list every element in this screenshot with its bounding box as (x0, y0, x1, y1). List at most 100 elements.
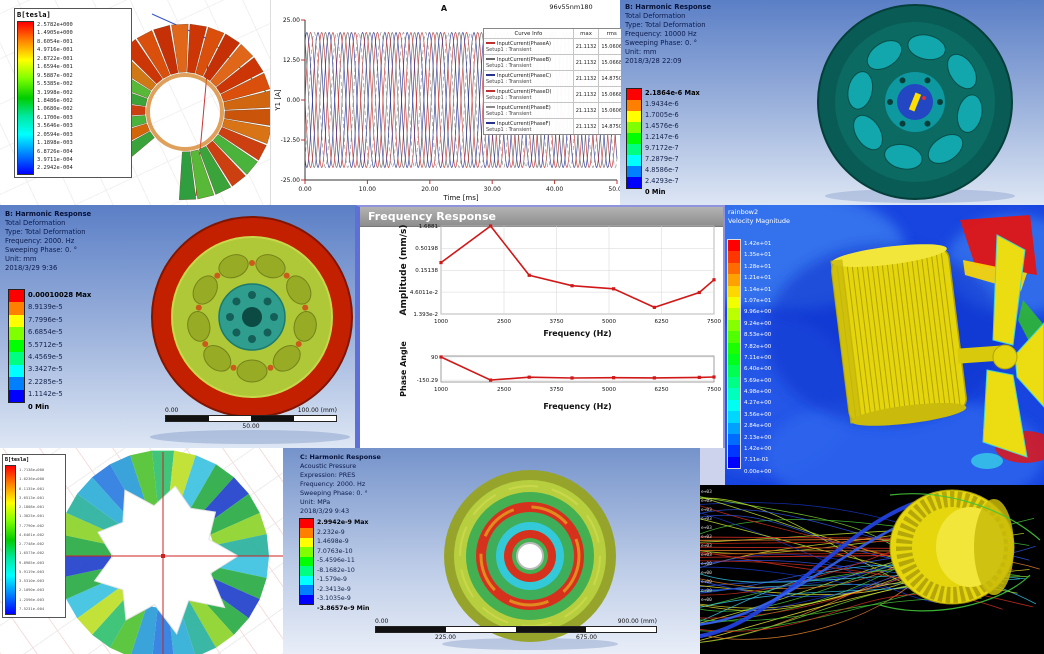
x-tick-label: 5000 (602, 319, 616, 325)
curve-swatch (486, 42, 495, 44)
ruler-bar (375, 626, 657, 633)
graphic-shape (223, 90, 270, 110)
clipped-legend-value: e+03 (701, 544, 712, 549)
x-tick-label: 50.00 (608, 186, 621, 193)
legend-value: 1.6594e-001 (37, 64, 73, 71)
graphic-shape (187, 23, 207, 74)
graphic-shape (57, 556, 113, 578)
analysis-header: C: Harmonic Response Acoustic Pressure Exp… (300, 453, 381, 516)
graphic-shape (304, 31, 618, 169)
curve-row: InputCurrent(PhaseF) Setup1 : Transient 21… (484, 118, 621, 134)
graphic-shape (488, 378, 493, 382)
deformation-legend: 2.1864e-6 Max 1.9434e-6 1.7005e-6 1.4576e-6… (626, 88, 700, 198)
ruler-label: 225.00 (435, 634, 456, 641)
maxwell-field-panel-bottom: B[tesla] 1.7138e+000 1.0236e+000 6.1135e-0… (0, 448, 283, 654)
legend-value: 3.3427e-5 (28, 365, 63, 374)
graphic-shape (697, 290, 701, 295)
legend-value: 1.07e+01 (744, 297, 772, 304)
graphic-shape (853, 114, 883, 151)
clipped-legend-value: e+00 (701, 598, 712, 603)
legend-value: 1.0680e-002 (37, 106, 73, 113)
graphic-shape (130, 450, 158, 507)
colorbar-band (9, 389, 24, 402)
graphic-shape (947, 53, 977, 90)
clipped-legend-value: e+03 (701, 499, 712, 504)
legend-values: 0.00010028 Max 8.9139e-5 7.7996e-5 6.6854e-… (28, 289, 91, 413)
graphic-shape (192, 275, 218, 305)
graphic-shape (189, 594, 234, 648)
graphic-shape (214, 272, 221, 279)
y-tick-label: 0.15138 (415, 268, 438, 274)
banded-colorbar (299, 518, 314, 605)
banded-colorbar (8, 289, 25, 403)
clipped-legend-value: e+03 (701, 526, 712, 531)
graphic-shape (248, 291, 256, 299)
x-tick-label: 7500 (707, 319, 721, 325)
graphic-shape: Curve Info max rms (484, 29, 621, 38)
legend-value: 2.9942e-9 Max (317, 519, 369, 526)
legend-title-line: Velocity Magnitude (728, 216, 791, 225)
legend-value: 4.8586e-7 (645, 166, 679, 174)
legend-value: 8.9139e-5 (28, 303, 63, 312)
graphic-shape (295, 341, 302, 347)
graphic-shape (66, 493, 121, 535)
graphic-shape (304, 31, 618, 169)
graphic-shape (866, 260, 887, 416)
graphic-shape (224, 108, 270, 126)
colorbar-band (300, 585, 313, 595)
rainbow-colorbar (17, 21, 34, 175)
legend-value: 1.42e+00 (744, 446, 772, 453)
graphic-shape (516, 542, 544, 570)
graphic-shape (236, 359, 268, 383)
legend-value: 1.35e+01 (744, 252, 772, 259)
ruler-label: 100.00 (mm) (297, 407, 337, 414)
y-tick-label: -12.50 (281, 137, 301, 144)
legend-value: 3.1998e-002 (37, 89, 73, 96)
graphic-shape: InputCurrent(PhaseC) Setup1 : Transient (484, 71, 574, 86)
clipped-legend-value: e+00 (701, 589, 712, 594)
x-tick-label: 10.00 (359, 186, 376, 193)
graphic-shape (136, 30, 171, 79)
graphic-shape (293, 310, 317, 342)
graphic-shape (982, 369, 1028, 458)
colorbar-band (300, 519, 313, 529)
legend-value: 9.5887e-002 (37, 72, 73, 79)
ruler-top-labels: 0.00 900.00 (mm) (375, 618, 657, 625)
graphic-shape (712, 375, 716, 379)
graphic-shape (652, 376, 656, 380)
header-line: Acoustic Pressure (300, 462, 357, 470)
graphic-shape (956, 94, 983, 133)
graphic-shape (210, 512, 267, 546)
graphic-shape (876, 259, 897, 415)
clipped-legend-value: e+00 (701, 580, 712, 585)
graphic-shape (179, 601, 216, 654)
window-titlebar[interactable]: Frequency Response (360, 207, 723, 227)
legend-value: -5.4596e-11 (317, 557, 355, 564)
transient-current-chart-panel: 25.00 12.50 0.00 -12.50 -25.00 0.00 10.00 20.00… (270, 0, 621, 205)
curve-max: 21.1132 (574, 39, 600, 54)
graphic-shape (440, 356, 715, 381)
colorbar-band (728, 445, 740, 457)
graphic-shape (57, 534, 113, 556)
header-line: Frequency: 10000 Hz (625, 30, 697, 38)
graphic-shape (488, 224, 493, 228)
graphic-shape (242, 307, 262, 327)
x-tick-label: 2500 (497, 319, 511, 325)
legend-value: 1.0236e+000 (19, 476, 45, 482)
legend-value: 5.5385e-002 (37, 81, 73, 88)
curve-row: InputCurrent(PhaseE) Setup1 : Transient 21… (484, 102, 621, 118)
ruler-bar (165, 415, 337, 422)
ruler-label: 0.00 (165, 407, 179, 414)
legend-value: 1.4905e+000 (37, 30, 73, 37)
graphic-shape (890, 257, 911, 413)
legend-value: 1.4698e-9 (317, 538, 349, 545)
legend-value: 1.2596e-003 (19, 596, 45, 602)
legend-value: 1.14e+01 (744, 286, 772, 293)
clipped-legend-value: e+03 (701, 517, 712, 522)
x-axis-label: Frequency (Hz) (543, 402, 611, 411)
colorbar-band (728, 422, 740, 434)
colorbar-band (728, 433, 740, 446)
curve-rms: 15.0606 (601, 107, 621, 114)
graphic-shape (263, 328, 272, 337)
